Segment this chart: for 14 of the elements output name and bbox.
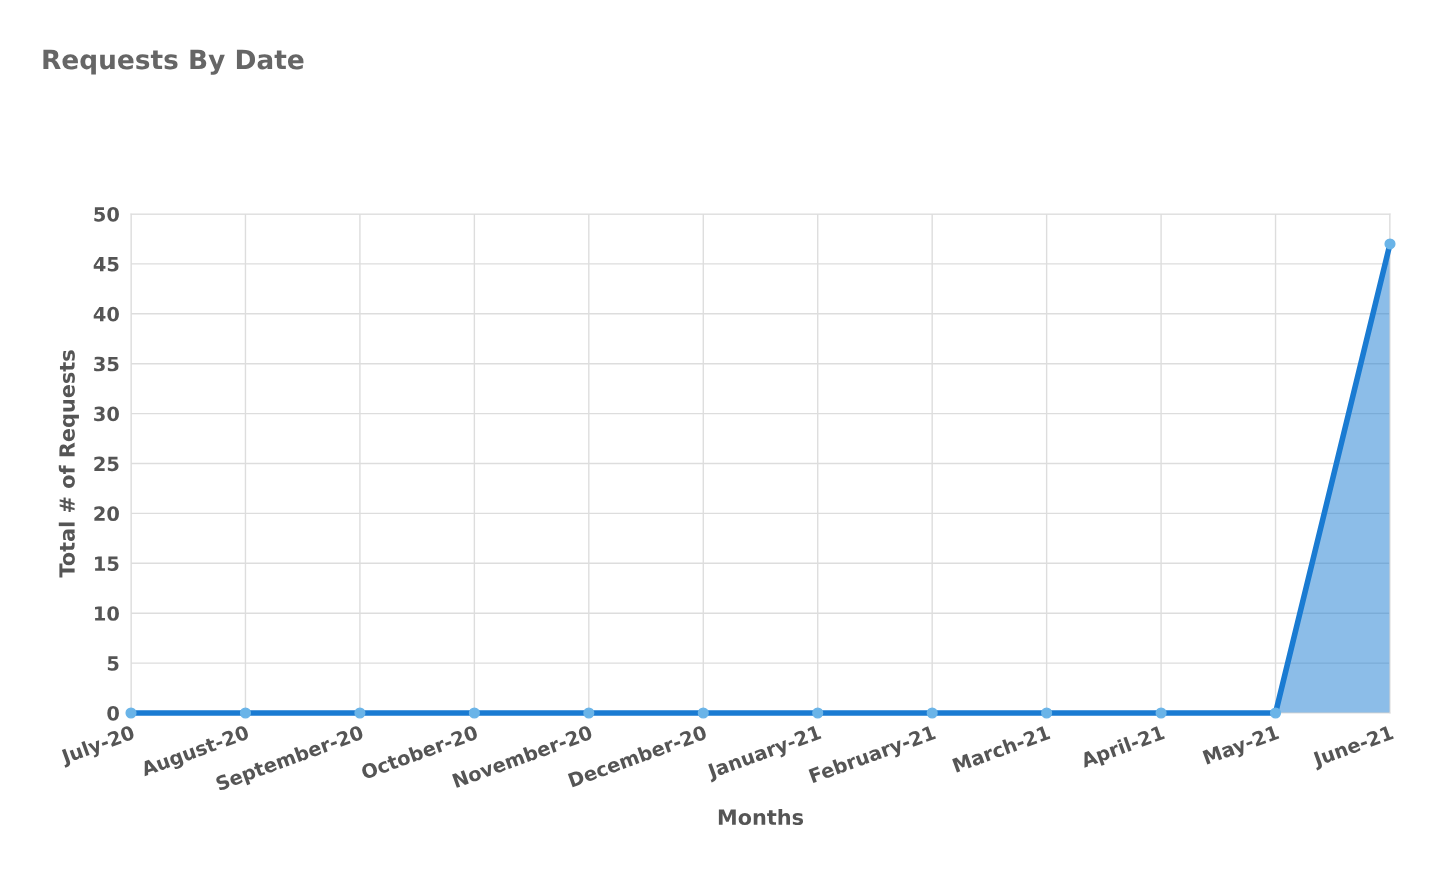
chart-title: Requests By Date — [43, 49, 304, 75]
y-tick-label: 45 — [93, 257, 119, 272]
y-tick-label: 10 — [95, 606, 119, 621]
y-tick-label: 40 — [93, 306, 119, 322]
y-axis-title: Total # of Requests — [58, 350, 79, 578]
y-tick-label: 35 — [94, 356, 119, 372]
x-axis-title: Months — [718, 808, 804, 826]
y-tick-label: 50 — [94, 206, 119, 222]
y-tick-label: 25 — [94, 456, 119, 472]
y-tick-label: 30 — [94, 406, 119, 422]
y-tick-label: 15 — [95, 556, 119, 571]
y-tick-label: 20 — [94, 506, 119, 522]
y-tick-label: 0 — [107, 705, 119, 721]
y-tick-label: 5 — [107, 656, 119, 671]
